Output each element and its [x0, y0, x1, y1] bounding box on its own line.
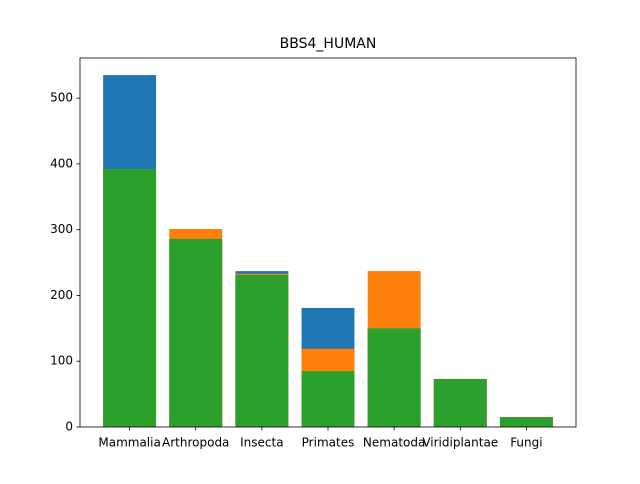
y-tick-label: 500 [50, 91, 73, 105]
x-tick-label: Fungi [510, 436, 542, 450]
y-tick-label: 100 [50, 354, 73, 368]
y-tick-label: 200 [50, 288, 73, 302]
bar [499, 417, 553, 427]
y-tick-label: 300 [50, 222, 73, 236]
bar [433, 378, 487, 427]
bar [169, 238, 223, 427]
x-tick-label: Arthropoda [162, 436, 229, 450]
bar [103, 169, 157, 427]
y-tick-label: 0 [65, 420, 73, 434]
bar [301, 371, 355, 427]
plot-frame [79, 57, 577, 428]
x-tick-label: Viridiplantae [422, 436, 498, 450]
x-tick-label: Mammalia [98, 436, 160, 450]
x-tick-label: Nematoda [363, 436, 425, 450]
bar [367, 328, 421, 427]
x-tick-label: Primates [302, 436, 355, 450]
y-tick-label: 400 [50, 156, 73, 170]
bar [235, 275, 289, 427]
chart-title: BBS4_HUMAN [280, 36, 377, 52]
x-tick-label: Insecta [240, 436, 283, 450]
